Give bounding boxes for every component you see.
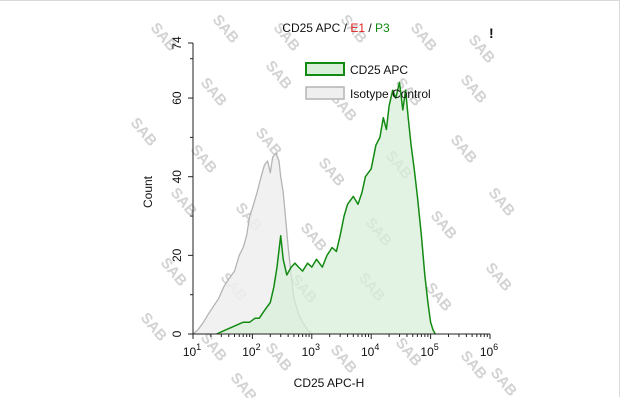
watermark-text: SAB [482,260,515,295]
watermark-text: SAB [197,330,230,365]
x-tick-exponent: 2 [256,342,261,352]
watermark-text: SAB [197,75,230,110]
watermark-text: SAB [407,20,440,55]
title-part: P3 [375,21,390,35]
watermark-text: SAB [209,12,242,47]
legend-label-isotype-control: Isotype Control [350,87,431,101]
y-axis-label: Count [141,175,155,208]
watermark-text: SAB [252,125,285,160]
x-tick-label: 105 [420,342,438,359]
title-part: E1 [350,21,365,35]
watermark-text: SAB [485,185,518,220]
title-part: CD25 APC [282,21,340,35]
x-tick-base: 10 [420,345,434,359]
watermark-text: SAB [427,208,460,243]
y-tick-label: 0 [170,330,184,337]
x-tick-exponent: 5 [434,342,439,352]
watermark-text: SAB [227,370,260,398]
legend-swatch-isotype-control [305,86,345,100]
x-tick-label: 106 [480,342,498,359]
series-area-cd25-apc [216,82,436,334]
x-tick-base: 10 [242,345,256,359]
x-tick-base: 10 [183,345,197,359]
y-tick-label: 40 [170,170,184,184]
x-tick-base: 10 [302,345,316,359]
legend-label-cd25-apc: CD25 APC [350,63,408,77]
x-tick-label: 101 [183,342,201,359]
chart-title: CD25 APC / E1 / P3 [282,21,390,35]
watermark-text: SAB [262,58,295,93]
y-tick-label: 60 [170,91,184,105]
watermark-text: SAB [447,132,480,167]
series-line-cd25-apc [216,81,436,335]
watermark-text: SAB [487,365,520,398]
legend: CD25 APC Isotype Control [305,62,431,101]
x-tick-exponent: 1 [196,342,201,352]
x-tick-exponent: 6 [493,342,498,352]
corner-mark: ! [489,25,494,41]
x-tick-base: 10 [361,345,375,359]
watermark-text: SAB [297,220,330,255]
title-part: / [365,21,375,35]
watermark-text: SAB [187,142,220,177]
y-tick-label: 20 [170,248,184,262]
x-tick-exponent: 3 [315,342,320,352]
x-tick-label: 103 [302,342,320,359]
x-tick-exponent: 4 [374,342,379,352]
watermark-text: SAB [127,115,160,150]
watermark-text: SAB [167,185,200,220]
x-axis-label: CD25 APC-H [294,376,365,390]
watermark-text: SAB [327,342,360,377]
watermark-text: SAB [315,155,348,190]
y-axis-ticks: 0 20 40 60 74 [170,36,193,337]
series-layer [192,81,436,335]
x-tick-label: 102 [242,342,260,359]
x-tick-label: 104 [361,342,379,359]
legend-swatch-cd25-apc [305,62,345,76]
watermark-text: SAB [457,72,490,107]
title-part: / [340,21,350,35]
watermark-text: SAB [262,340,295,375]
x-axis-ticks: 101 102 103 104 105 106 [183,334,498,359]
x-tick-base: 10 [480,345,494,359]
watermark-text: SAB [137,310,170,345]
y-tick-label: 74 [170,36,184,50]
